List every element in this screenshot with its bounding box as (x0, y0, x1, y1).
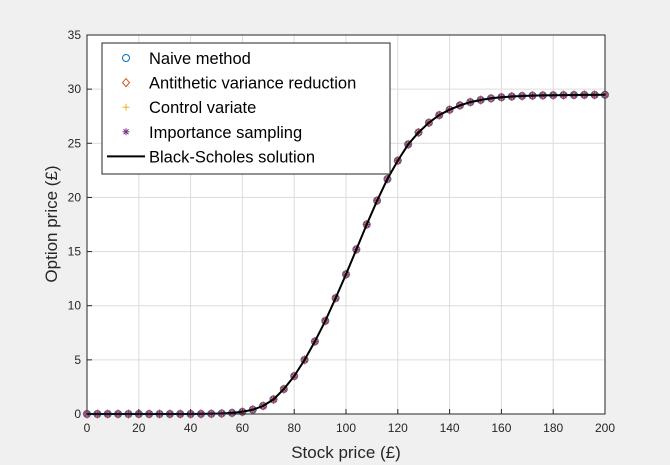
y-tick-label: 15 (68, 245, 82, 259)
data-point (103, 409, 112, 419)
legend-entry-label: Antithetic variance reduction (149, 75, 356, 93)
data-point (383, 174, 392, 184)
data-point (155, 409, 164, 419)
data-point (559, 90, 568, 100)
legend-marker (122, 103, 130, 111)
x-axis-label: Stock price (£) (291, 443, 401, 462)
data-point (590, 90, 599, 100)
data-point (507, 91, 516, 102)
data-point (165, 409, 175, 419)
data-point (227, 408, 237, 418)
data-point (486, 93, 496, 104)
legend-marker (122, 54, 130, 62)
y-tick-label: 35 (68, 28, 82, 42)
data-point (352, 244, 361, 255)
data-point (310, 336, 320, 347)
data-point (580, 90, 589, 100)
data-point (331, 293, 340, 303)
x-tick-label: 180 (543, 421, 563, 435)
data-point (300, 355, 309, 365)
data-point (186, 409, 195, 419)
x-tick-label: 40 (184, 421, 198, 435)
data-point (321, 316, 330, 326)
data-point (569, 90, 579, 100)
data-point (290, 371, 299, 381)
data-point (196, 409, 206, 419)
data-point (144, 409, 154, 419)
data-point (517, 91, 527, 101)
data-point (362, 219, 371, 230)
legend-entry-label: Black-Scholes solution (149, 148, 315, 166)
x-tick-label: 0 (84, 421, 91, 435)
legend-entry-label: Importance sampling (149, 124, 302, 142)
data-point (528, 90, 537, 101)
legend-marker (121, 77, 131, 88)
axis-ticks: 0 20 40 60 80 100 120 140 160 180 200 0 5 10 15 20 25 30 3… (68, 28, 616, 435)
y-tick-label: 0 (74, 407, 81, 421)
x-tick-label: 80 (288, 421, 302, 435)
x-tick-label: 160 (491, 421, 511, 435)
legend-marker (122, 128, 130, 136)
data-point (393, 155, 402, 166)
data-point (82, 409, 92, 419)
y-tick-label: 5 (74, 353, 81, 367)
data-point (217, 408, 226, 419)
x-tick-label: 20 (132, 421, 146, 435)
x-tick-label: 60 (236, 421, 250, 435)
x-tick-label: 120 (388, 421, 408, 435)
legend: Naive method Antithetic variance reductio… (101, 42, 391, 175)
x-tick-label: 200 (595, 421, 615, 435)
data-point (124, 409, 133, 419)
data-point (341, 269, 351, 280)
x-tick-label: 100 (336, 421, 356, 435)
y-tick-label: 30 (68, 82, 82, 96)
legend-entry-label: Naive method (149, 50, 251, 68)
y-tick-label: 10 (68, 299, 82, 313)
data-point (549, 90, 558, 100)
y-tick-label: 25 (68, 136, 82, 150)
data-point (279, 384, 289, 394)
data-point (538, 90, 548, 101)
y-tick-label: 20 (68, 190, 82, 204)
data-point (176, 409, 185, 419)
legend-entry-label: Control variate (149, 99, 256, 117)
x-tick-label: 140 (440, 421, 460, 435)
data-point (372, 195, 382, 206)
y-axis-label: Option price (£) (42, 165, 61, 282)
data-point (93, 409, 102, 419)
legend-box (101, 42, 391, 175)
data-point (134, 409, 143, 419)
data-point (207, 409, 216, 419)
data-point (497, 92, 506, 103)
data-point (113, 409, 123, 419)
